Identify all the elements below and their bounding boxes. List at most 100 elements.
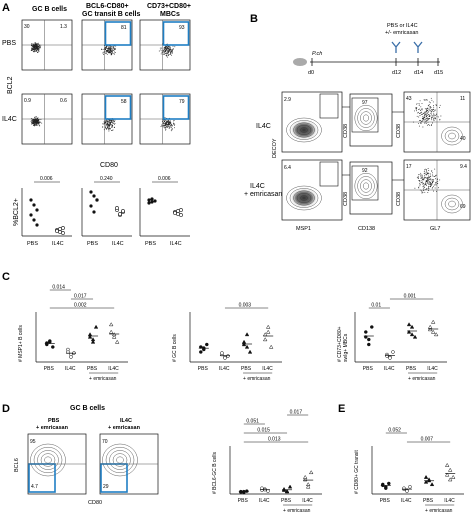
event-dot: [114, 53, 115, 55]
event-dot: [433, 113, 434, 115]
event-dot: [423, 183, 425, 185]
event-dot: [418, 103, 420, 105]
event-dot: [170, 123, 172, 125]
contour-ring: [44, 456, 52, 464]
event-dot: [110, 120, 112, 121]
event-dot: [31, 46, 33, 47]
event-dot: [430, 110, 432, 112]
event-dot: [109, 127, 111, 129]
panel-b-axis-gl7: GL7: [430, 226, 440, 232]
event-dot: [163, 52, 165, 54]
event-dot: [428, 104, 430, 106]
event-dot: [111, 130, 112, 131]
event-dot: [36, 121, 38, 122]
data-point: [223, 356, 227, 360]
data-point: [406, 329, 412, 334]
data-point: [384, 486, 388, 490]
event-dot: [428, 185, 430, 187]
event-dot: [421, 120, 423, 122]
data-point: [51, 345, 55, 349]
event-dot: [426, 171, 428, 173]
panel-b-row-label: + emricasan: [244, 191, 282, 198]
contour-ring: [289, 188, 319, 208]
event-dot: [431, 116, 433, 118]
gate-value: 70: [102, 439, 108, 445]
event-dot: [420, 123, 422, 124]
gate-blue: [162, 21, 190, 46]
event-dot: [33, 122, 35, 124]
event-dot: [109, 124, 111, 126]
event-dot: [425, 113, 427, 115]
event-dot: [167, 52, 169, 54]
group-label: + emricasan: [425, 508, 453, 512]
event-dot: [108, 120, 110, 122]
event-dot: [425, 181, 427, 182]
event-dot: [111, 126, 113, 128]
gate-blue: [104, 95, 132, 120]
event-dot: [433, 108, 435, 110]
panel-d-xaxis: CD80: [88, 500, 102, 506]
x-tick-label: IL4C: [384, 366, 395, 372]
x-tick-label: PBS: [423, 498, 434, 504]
panel-b-axis-cd38: CD38: [396, 124, 402, 138]
event-dot: [174, 123, 176, 125]
event-dot: [102, 123, 104, 125]
event-dot: [37, 124, 39, 125]
p-value: 0.007: [421, 437, 434, 443]
event-dot: [421, 109, 423, 111]
x-tick-label: PBS: [238, 498, 249, 504]
timeline-day: d0: [308, 70, 314, 76]
contour-ring: [116, 456, 124, 464]
event-dot: [161, 50, 163, 52]
event-dot: [421, 118, 423, 119]
event-dot: [37, 48, 39, 49]
antibody-icon: [413, 41, 423, 53]
event-dot: [165, 50, 167, 52]
event-dot: [427, 114, 429, 116]
event-dot: [38, 48, 40, 50]
event-dot: [170, 124, 172, 126]
event-dot: [168, 50, 170, 52]
event-dot: [424, 168, 426, 170]
contour-ring: [289, 120, 319, 140]
event-dot: [430, 110, 431, 112]
event-dot: [432, 174, 433, 176]
event-dot: [107, 124, 109, 126]
event-dot: [102, 51, 104, 53]
event-dot: [435, 114, 437, 116]
event-dot: [106, 125, 108, 127]
event-dot: [37, 42, 39, 44]
event-dot: [427, 107, 429, 109]
data-point: [430, 329, 436, 334]
event-dot: [425, 109, 427, 111]
event-dot: [426, 107, 428, 109]
event-dot: [167, 125, 169, 127]
data-point: [220, 351, 224, 355]
event-dot: [428, 182, 430, 184]
event-dot: [422, 191, 424, 193]
event-dot: [439, 179, 441, 181]
event-dot: [36, 46, 38, 48]
event-dot: [413, 121, 415, 123]
contour-ring: [354, 104, 378, 131]
event-dot: [163, 124, 164, 126]
event-dot: [113, 53, 115, 55]
event-dot: [169, 127, 171, 128]
panel-b-timeline: d0 d12 d14 d15 P.ch PBS or IL4C+/- emricasan: [293, 23, 443, 76]
event-dot: [105, 48, 107, 50]
event-dot: [171, 52, 173, 54]
event-dot: [33, 124, 35, 126]
event-dot: [414, 187, 416, 189]
contour-ring: [286, 185, 322, 211]
event-dot: [30, 120, 32, 122]
group-label: + emricasan: [243, 376, 271, 382]
event-dot: [37, 43, 39, 45]
event-dot: [428, 179, 430, 181]
x-tick-label: IL4C: [259, 498, 270, 504]
event-dot: [112, 52, 114, 54]
condition-label: + emricasan: [36, 425, 69, 431]
p-value: 0.01: [371, 303, 381, 309]
event-dot: [170, 53, 171, 55]
event-dot: [420, 114, 422, 116]
